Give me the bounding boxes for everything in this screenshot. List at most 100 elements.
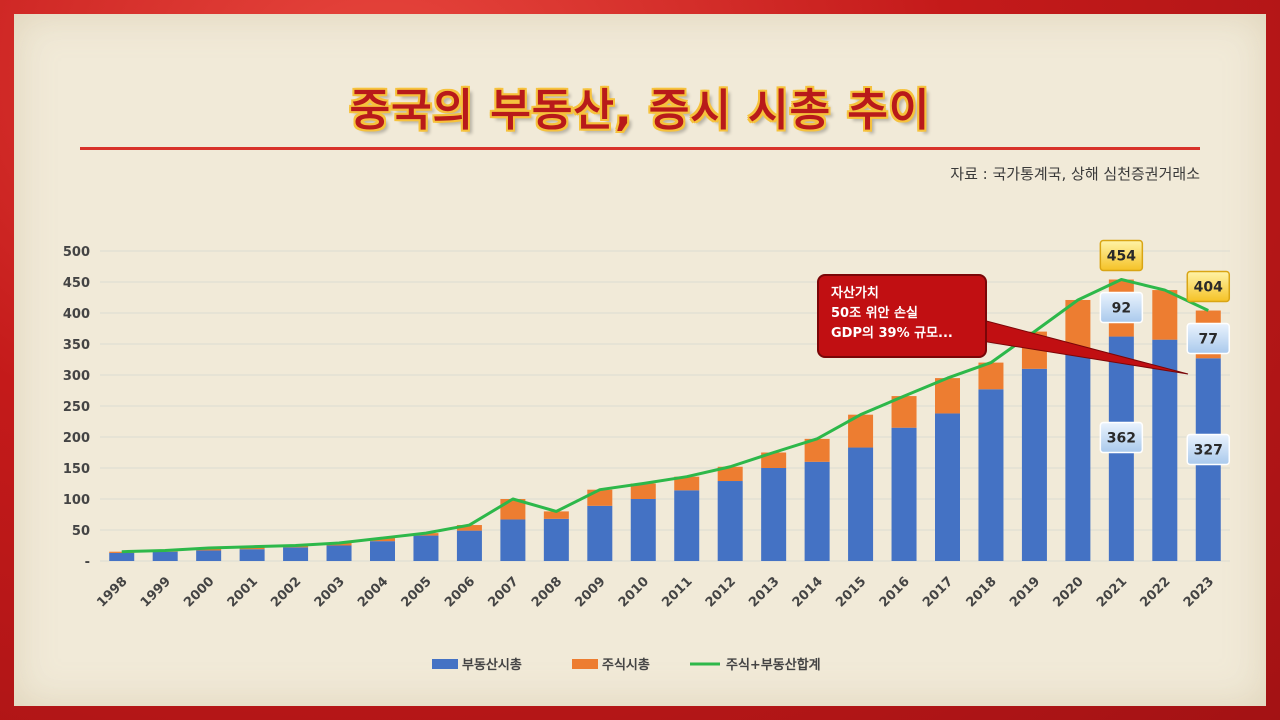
bar-real-estate bbox=[587, 505, 613, 561]
data-label-text: 92 bbox=[1112, 301, 1131, 317]
x-tick-label: 1998 bbox=[94, 574, 130, 610]
data-labels: 454 92 362 404 77 327 bbox=[1099, 239, 1231, 466]
x-tick-label: 2023 bbox=[1181, 574, 1217, 610]
bar-series bbox=[109, 279, 1221, 561]
y-axis: - 50 100 150 200 250 300 350 400 450 500 bbox=[63, 245, 90, 570]
y-tick-label: 100 bbox=[63, 493, 90, 508]
y-tick-label: 250 bbox=[63, 400, 90, 415]
x-tick-label: 2007 bbox=[486, 574, 522, 610]
bar-real-estate bbox=[761, 468, 787, 561]
x-tick-label: 2016 bbox=[877, 574, 913, 610]
bar-real-estate bbox=[196, 550, 222, 561]
x-axis: 1998 1999 2000 2001 2002 2003 2004 2005 2006 2007… bbox=[94, 574, 1217, 610]
legend-label: 주식시총 bbox=[602, 657, 650, 673]
x-tick-label: 2000 bbox=[181, 574, 217, 610]
bar-real-estate bbox=[848, 447, 874, 561]
bar-real-estate bbox=[456, 530, 482, 561]
bar-real-estate bbox=[630, 499, 656, 561]
legend-item: 부동산시총 bbox=[432, 657, 522, 673]
loss-callout-box: 자산가치 50조 위안 손실 GDP의 39% 규모... bbox=[817, 274, 987, 358]
bar-real-estate bbox=[326, 545, 352, 561]
bar-stock bbox=[935, 378, 960, 414]
data-label: 454 bbox=[1099, 239, 1144, 272]
bar-real-estate bbox=[239, 549, 265, 561]
title-underline bbox=[80, 147, 1200, 150]
bar-real-estate bbox=[1021, 368, 1047, 561]
data-label: 404 bbox=[1186, 270, 1231, 303]
x-tick-label: 2019 bbox=[1007, 574, 1043, 610]
x-tick-label: 2014 bbox=[790, 574, 826, 610]
legend-swatch bbox=[432, 659, 458, 669]
bar-stock bbox=[587, 489, 613, 506]
data-label: 327 bbox=[1186, 433, 1231, 466]
bar-real-estate bbox=[717, 481, 743, 561]
page-title: 중국의 부동산, 증시 시총 추이 bbox=[349, 85, 931, 136]
data-label-box bbox=[1099, 291, 1144, 324]
y-tick-label: - bbox=[85, 555, 90, 570]
x-tick-label: 2005 bbox=[399, 574, 435, 610]
gridlines bbox=[100, 250, 1230, 562]
data-label-text: 454 bbox=[1107, 249, 1136, 265]
x-tick-label: 2006 bbox=[442, 574, 478, 610]
y-tick-label: 500 bbox=[63, 245, 90, 260]
bar-stock bbox=[891, 396, 917, 428]
bar-stock bbox=[370, 538, 395, 542]
bar-stock bbox=[1065, 299, 1091, 349]
bar-stock bbox=[109, 551, 135, 553]
data-label-text: 77 bbox=[1199, 332, 1218, 348]
data-label: 362 bbox=[1099, 421, 1144, 454]
bar-real-estate bbox=[370, 541, 395, 561]
legend-label: 주식+부동산합계 bbox=[726, 657, 821, 673]
data-label: 77 bbox=[1186, 322, 1231, 355]
x-tick-label: 2008 bbox=[529, 574, 565, 610]
x-tick-label: 2015 bbox=[833, 574, 869, 610]
callout-line: 50조 위안 손실 bbox=[831, 306, 918, 321]
y-tick-label: 150 bbox=[63, 462, 90, 477]
bar-real-estate bbox=[152, 551, 178, 561]
x-tick-label: 2012 bbox=[703, 574, 739, 610]
x-tick-label: 2001 bbox=[225, 574, 261, 610]
y-tick-label: 350 bbox=[63, 338, 90, 353]
data-label-text: 327 bbox=[1194, 442, 1223, 458]
x-tick-label: 2021 bbox=[1094, 574, 1130, 610]
bar-stock bbox=[761, 452, 787, 468]
bar-real-estate bbox=[413, 535, 439, 561]
x-tick-label: 2010 bbox=[616, 574, 652, 610]
y-tick-label: 400 bbox=[63, 307, 90, 322]
callout-line: GDP의 39% 규모... bbox=[831, 326, 953, 341]
legend: 부동산시총 주식시총 주식+부동산합계 bbox=[432, 657, 821, 673]
bar-real-estate bbox=[804, 461, 830, 561]
bar-real-estate bbox=[283, 547, 309, 561]
x-tick-label: 1999 bbox=[138, 574, 174, 610]
x-tick-label: 2002 bbox=[268, 574, 304, 610]
data-label-box bbox=[1186, 270, 1231, 303]
bar-stock bbox=[543, 511, 569, 519]
x-tick-label: 2011 bbox=[659, 574, 695, 610]
bar-real-estate bbox=[1152, 339, 1178, 561]
data-label-text: 404 bbox=[1194, 280, 1223, 296]
bar-stock bbox=[630, 483, 656, 499]
bar-stock bbox=[1152, 290, 1178, 340]
x-tick-label: 2022 bbox=[1137, 574, 1173, 610]
x-tick-label: 2020 bbox=[1051, 574, 1087, 610]
bar-real-estate bbox=[1065, 348, 1091, 561]
x-tick-label: 2009 bbox=[572, 574, 608, 610]
y-tick-label: 200 bbox=[63, 431, 90, 446]
legend-label: 부동산시총 bbox=[462, 657, 522, 673]
data-label-text: 362 bbox=[1107, 431, 1136, 447]
bar-stock bbox=[674, 476, 700, 491]
y-tick-label: 300 bbox=[63, 369, 90, 384]
content-panel bbox=[14, 14, 1266, 706]
data-label-box bbox=[1186, 433, 1231, 466]
bar-real-estate bbox=[891, 427, 917, 561]
legend-swatch bbox=[572, 659, 598, 669]
bar-real-estate bbox=[543, 518, 569, 561]
x-tick-label: 2013 bbox=[746, 574, 782, 610]
bar-real-estate bbox=[674, 490, 700, 561]
bar-stock bbox=[456, 525, 482, 531]
data-label-box bbox=[1099, 421, 1144, 454]
bar-real-estate bbox=[500, 519, 526, 561]
bar-stock bbox=[717, 466, 743, 482]
x-tick-label: 2004 bbox=[355, 574, 391, 610]
